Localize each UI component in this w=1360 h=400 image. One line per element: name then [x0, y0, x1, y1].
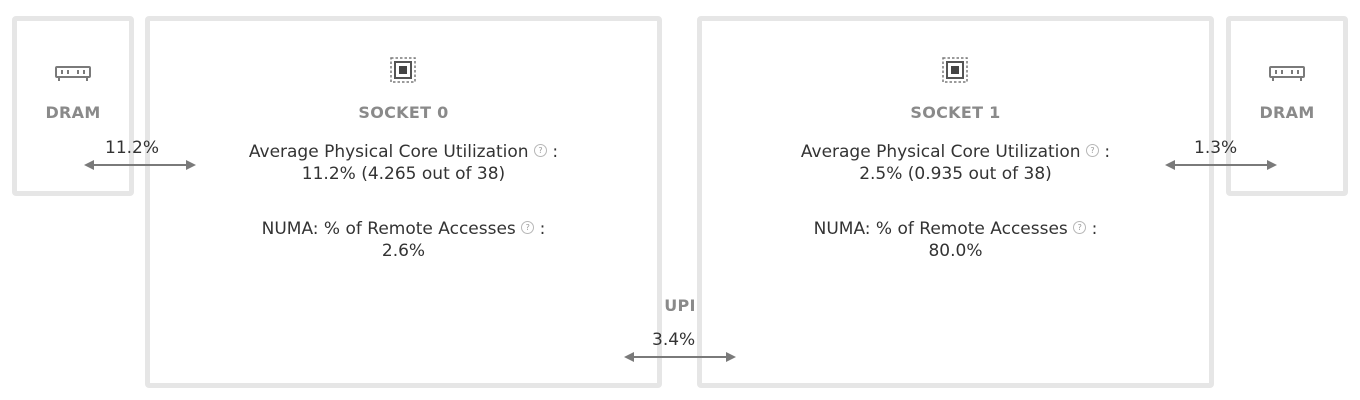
socket0-core-util-label: Average Physical Core Utilization — [248, 142, 529, 162]
double-arrow-icon — [1165, 160, 1277, 170]
double-arrow-icon — [84, 160, 196, 170]
question-circle-icon[interactable]: ? — [1073, 221, 1087, 234]
question-circle-icon[interactable]: ? — [521, 221, 535, 234]
question-circle-icon[interactable]: ? — [533, 144, 547, 157]
socket1-numa-value: 80.0% — [928, 241, 983, 261]
dram-left-label: DRAM — [45, 103, 101, 122]
dram-right-label: DRAM — [1259, 103, 1315, 122]
socket0-label: SOCKET 0 — [358, 103, 449, 122]
colon: : — [1091, 219, 1098, 239]
socket1-core-util: Average Physical Core Utilization ? : 2.… — [702, 141, 1209, 185]
socket0-core-util-value: 11.2% (4.265 out of 38) — [301, 164, 506, 184]
double-arrow-icon — [624, 352, 736, 362]
socket0-core-util: Average Physical Core Utilization ? : 11… — [150, 141, 657, 185]
socket0-numa: NUMA: % of Remote Accesses ? : 2.6% — [150, 218, 657, 262]
colon: : — [552, 142, 559, 162]
socket1-numa: NUMA: % of Remote Accesses ? : 80.0% — [702, 218, 1209, 262]
cpu-chip-icon — [390, 57, 416, 83]
upi-bandwidth: 3.4% — [652, 330, 696, 350]
colon: : — [539, 219, 546, 239]
socket1-core-util-label: Average Physical Core Utilization — [800, 142, 1081, 162]
socket1-numa-label: NUMA: % of Remote Accesses — [813, 219, 1068, 239]
socket0-numa-label: NUMA: % of Remote Accesses — [261, 219, 516, 239]
socket1-core-util-value: 2.5% (0.935 out of 38) — [859, 164, 1052, 184]
colon: : — [1104, 142, 1111, 162]
dram-left-box: DRAM — [12, 16, 134, 196]
upi-label: UPI — [664, 296, 696, 315]
dram-right-bandwidth: 1.3% — [1194, 138, 1238, 158]
question-circle-icon[interactable]: ? — [1085, 144, 1099, 157]
socket0-box: SOCKET 0 Average Physical Core Utilizati… — [145, 16, 662, 388]
memory-module-icon — [55, 66, 91, 81]
dram-left-bandwidth: 11.2% — [105, 138, 160, 158]
socket0-numa-value: 2.6% — [381, 241, 426, 261]
socket1-box: SOCKET 1 Average Physical Core Utilizati… — [697, 16, 1214, 388]
cpu-chip-icon — [942, 57, 968, 83]
socket1-label: SOCKET 1 — [910, 103, 1001, 122]
memory-module-icon — [1269, 66, 1305, 81]
